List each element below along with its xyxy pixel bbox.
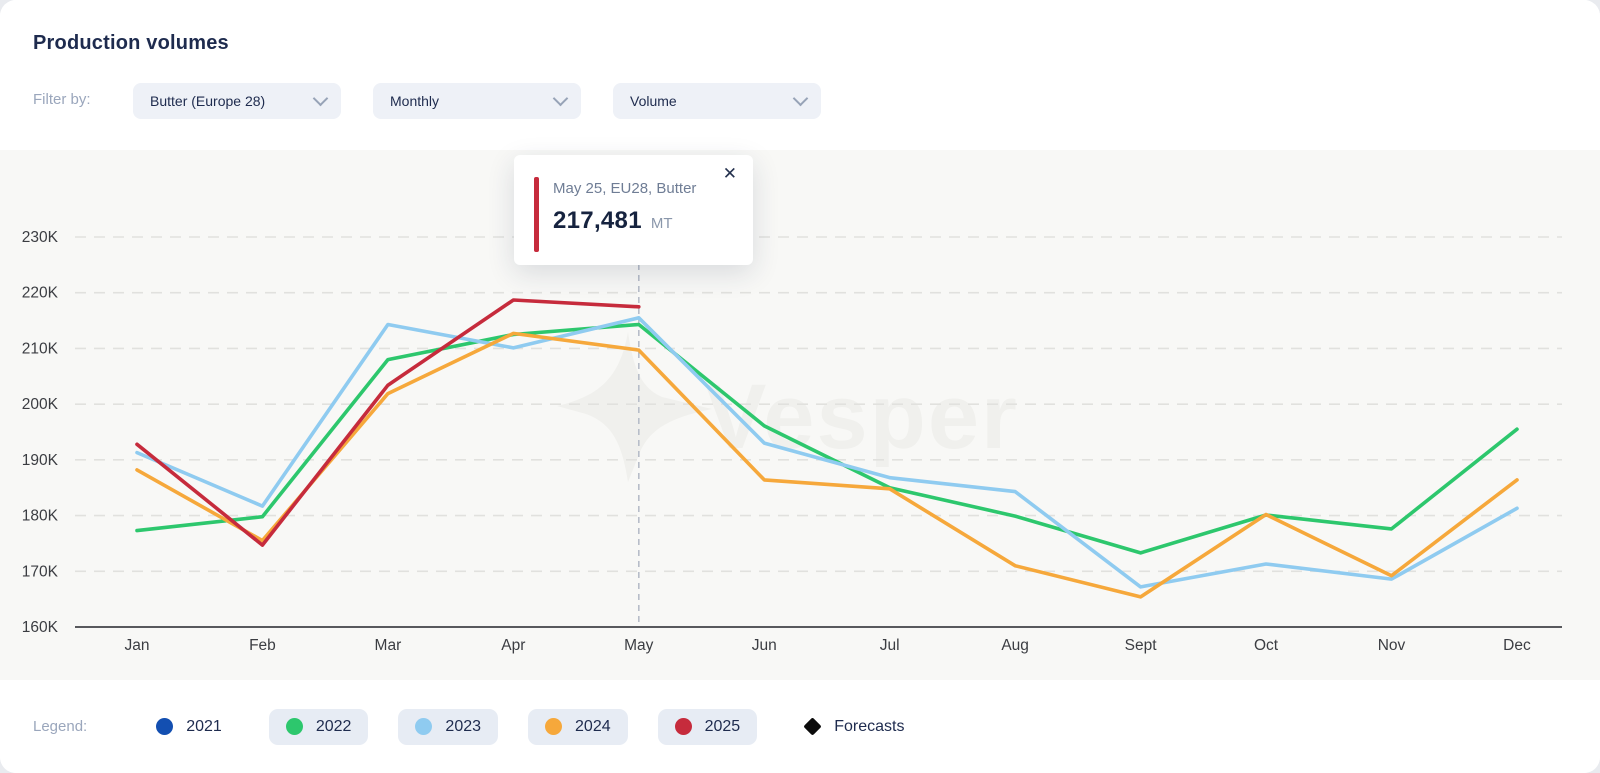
legend-item-2024[interactable]: 2024 (528, 708, 628, 745)
metric-filter-value: Volume (630, 93, 677, 109)
series-color-dot (674, 718, 692, 735)
legend-item-label: 2025 (704, 717, 741, 735)
legend-item-label: Forecasts (834, 717, 905, 735)
series-line-2022[interactable] (135, 322, 1519, 555)
chevron-down-icon (312, 90, 329, 107)
series-line-2023[interactable] (135, 316, 1519, 589)
y-tick-label: 220K (22, 285, 59, 302)
legend-item-2025[interactable]: 2025 (657, 708, 758, 745)
y-tick-label: 230K (22, 229, 59, 246)
frequency-filter-dropdown[interactable]: Monthly (373, 83, 581, 119)
legend-item-2023[interactable]: 2023 (398, 708, 499, 745)
legend-item-label: 2024 (575, 717, 611, 735)
close-icon[interactable]: ✕ (722, 164, 737, 183)
chevron-down-icon (552, 90, 569, 107)
x-tick-label: Oct (1254, 637, 1279, 654)
x-tick-label: Feb (249, 637, 276, 654)
series-line-2025[interactable] (135, 298, 641, 547)
watermark-spark-icon (557, 332, 712, 482)
forecasts-diamond-icon (803, 717, 822, 736)
x-tick-label: Jun (752, 637, 777, 654)
chevron-down-icon (792, 90, 809, 107)
product-filter-value: Butter (Europe 28) (150, 93, 266, 109)
chart-area: Vesper 230K 220K 210K 200K 190K 180K 170K 160K Ja… (0, 150, 1600, 680)
y-tick-label: 210K (22, 340, 59, 357)
x-tick-label: Nov (1378, 637, 1406, 654)
tooltip-title: May 25, EU28, Butter (553, 180, 697, 197)
x-tick-label: May (624, 637, 654, 654)
product-filter-dropdown[interactable]: Butter (Europe 28) (133, 83, 341, 119)
data-point-tooltip: ✕ May 25, EU28, Butter 217,481 MT (514, 155, 753, 265)
x-tick-label: Jan (125, 637, 150, 654)
frequency-filter-value: Monthly (390, 93, 440, 109)
production-line-chart: Vesper 230K 220K 210K 200K 190K 180K 170K 160K Ja… (22, 229, 1562, 654)
series-line-2024[interactable] (135, 331, 1519, 599)
x-tick-label: Mar (375, 637, 402, 654)
watermark-text: Vesper (705, 366, 1019, 468)
legend-item-label: 2023 (445, 717, 482, 735)
legend-label: Legend: (33, 718, 88, 735)
y-tick-label: 200K (22, 396, 59, 413)
tooltip-value: 217,481 (553, 207, 642, 234)
y-tick-label: 180K (22, 508, 59, 525)
series-color-dot (156, 718, 174, 735)
legend-item-2021[interactable]: 2021 (139, 709, 239, 745)
x-tick-label: Aug (1001, 637, 1029, 654)
legend-items: 2021 2022 2023 2024 2025 Forecasts (139, 708, 951, 745)
legend-item-2022[interactable]: 2022 (268, 708, 369, 745)
tooltip-value-row: 217,481 MT (553, 207, 673, 235)
series-color-dot (285, 718, 303, 735)
x-tick-label: Sept (1125, 637, 1158, 654)
y-tick-label: 160K (22, 619, 59, 636)
y-tick-label: 190K (22, 452, 59, 469)
header: Production volumes Filter by: Butter (Eu… (0, 0, 1600, 150)
y-tick-label: 170K (22, 563, 59, 580)
legend-item-label: 2022 (315, 717, 352, 735)
legend: Legend: 2021 2022 2023 2024 2025 Forecasts (0, 680, 1600, 773)
legend-item-label: 2021 (186, 717, 222, 735)
x-tick-label: Jul (880, 637, 900, 654)
x-tick-label: Dec (1503, 637, 1531, 654)
metric-filter-dropdown[interactable]: Volume (613, 83, 821, 119)
series-color-dot (545, 718, 563, 735)
page-title: Production volumes (33, 32, 229, 54)
series-color-dot (415, 718, 433, 735)
filter-by-label: Filter by: (33, 91, 91, 108)
legend-item-forecasts[interactable]: Forecasts (787, 709, 921, 745)
tooltip-unit: MT (650, 215, 673, 232)
tooltip-accent-bar (534, 177, 539, 252)
x-tick-label: Apr (501, 637, 525, 654)
